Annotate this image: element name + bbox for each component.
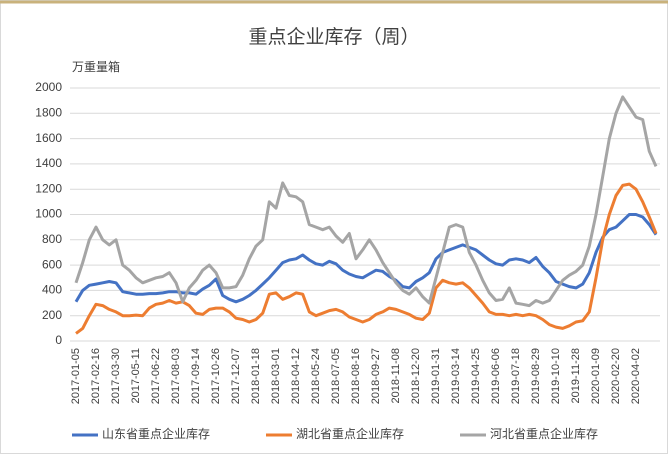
series-line — [75, 182, 658, 335]
x-tick-label: 2019-04-25 — [470, 348, 482, 404]
legend-label: 湖北省重点企业库存 — [296, 426, 404, 441]
legend-label: 山东省重点企业库存 — [102, 426, 210, 441]
x-tick-label: 2018-05-24 — [310, 348, 322, 404]
x-tick-label: 2018-07-05 — [330, 348, 342, 404]
x-tick-label: 2018-12-20 — [410, 348, 422, 404]
y-tick-label: 1600 — [35, 131, 62, 145]
y-tick-label: 600 — [42, 257, 62, 271]
x-tick-label: 2017-01-05 — [70, 348, 82, 404]
x-tick-label: 2017-06-22 — [150, 348, 162, 404]
x-tick-label: 2019-10-10 — [550, 348, 562, 404]
x-tick-label: 2019-07-18 — [510, 348, 522, 404]
x-tick-label: 2019-01-31 — [430, 348, 442, 404]
y-tick-label: 0 — [55, 333, 62, 347]
x-tick-label: 2018-01-18 — [250, 348, 262, 404]
y-axis-label: 万重量箱 — [72, 59, 120, 74]
x-tick-label: 2020-02-20 — [610, 348, 622, 404]
x-tick-label: 2017-08-03 — [170, 348, 182, 404]
x-tick-label: 2019-06-06 — [490, 348, 502, 404]
legend-label: 河北省重点企业库存 — [490, 426, 598, 441]
x-tick-label: 2019-11-28 — [570, 348, 582, 403]
y-tick-label: 2000 — [35, 80, 62, 94]
y-tick-label: 1400 — [35, 156, 62, 170]
x-tick-label: 2018-09-27 — [370, 348, 382, 404]
x-tick-label: 2017-05-11 — [130, 348, 142, 403]
x-tick-label: 2018-11-08 — [390, 348, 402, 403]
x-tick-label: 2018-04-12 — [290, 348, 302, 404]
chart-title: 重点企业库存（周） — [248, 26, 419, 48]
y-tick-label: 1200 — [35, 181, 62, 195]
x-tick-label: 2017-02-16 — [90, 348, 102, 404]
y-tick-label: 200 — [42, 308, 62, 322]
x-tick-label: 2019-03-14 — [450, 348, 462, 404]
x-tick-label: 2017-09-14 — [190, 348, 202, 404]
x-tick-label: 2017-03-30 — [110, 348, 122, 404]
x-tick-label: 2019-08-29 — [530, 348, 542, 404]
x-tick-label: 2018-08-16 — [350, 348, 362, 404]
x-tick-label: 2020-04-02 — [630, 348, 642, 404]
x-tick-label: 2018-03-01 — [270, 348, 282, 404]
y-tick-label: 800 — [42, 232, 62, 246]
y-tick-label: 1000 — [35, 207, 62, 221]
x-tick-label: 2017-10-26 — [210, 348, 222, 404]
y-tick-label: 400 — [42, 283, 62, 297]
x-tick-label: 2017-12-07 — [230, 348, 242, 404]
series-line — [74, 95, 658, 308]
x-tick-label: 2020-01-09 — [590, 348, 602, 404]
y-tick-label: 1800 — [35, 105, 62, 119]
